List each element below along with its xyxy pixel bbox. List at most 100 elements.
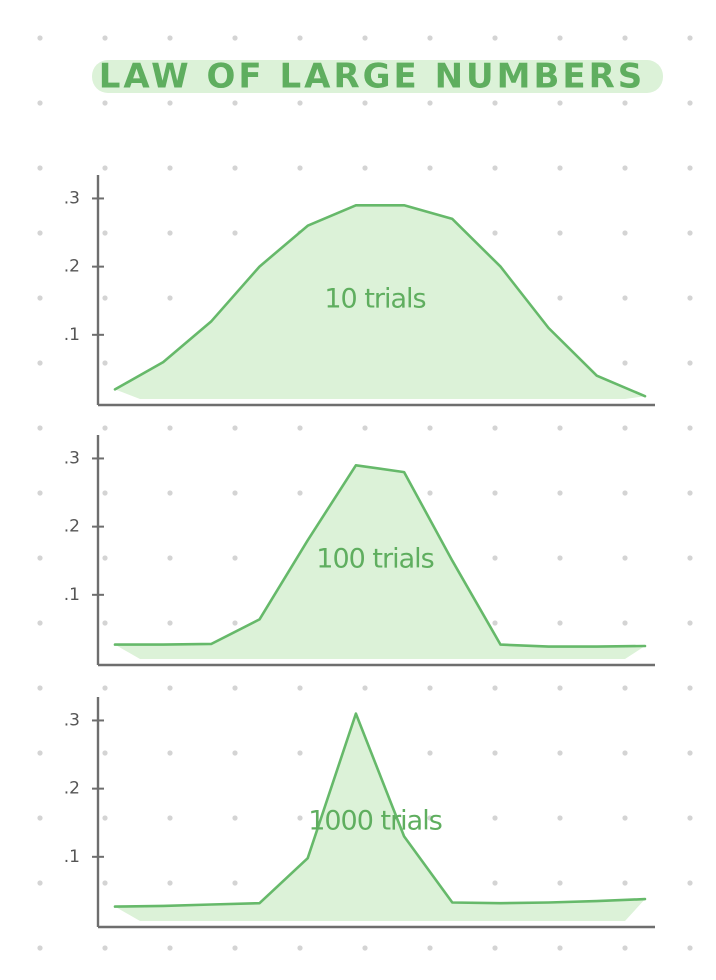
y-tick-label: .1 [64,585,80,605]
dot [622,945,628,951]
y-tick-label: .3 [64,710,80,730]
curve-line [113,204,647,398]
dot [37,360,43,366]
dot [37,230,43,236]
dot [492,100,498,106]
dot [492,490,498,496]
dot [37,295,43,301]
dot [102,360,108,366]
dot [232,815,238,821]
dot [102,100,108,106]
dot [687,230,693,236]
dot [167,490,173,496]
dot [362,685,368,691]
dot [167,230,173,236]
dot [557,490,563,496]
dot [492,555,498,561]
dot [622,100,628,106]
dot [167,750,173,756]
dot [102,555,108,561]
dot [102,230,108,236]
dot [622,750,628,756]
dot [232,165,238,171]
dot [232,490,238,496]
dot [37,880,43,886]
dot [102,35,108,41]
dot [297,165,303,171]
dot [167,35,173,41]
dot [492,750,498,756]
dot [232,945,238,951]
dot [622,815,628,821]
area-fill [115,465,645,659]
dot [362,35,368,41]
dot [557,620,563,626]
dot [167,100,173,106]
dot [622,685,628,691]
dot [557,230,563,236]
dot [362,425,368,431]
dot [297,685,303,691]
dot [37,425,43,431]
y-tick-label: .2 [64,779,80,799]
dot [622,490,628,496]
dot [102,880,108,886]
dot [297,490,303,496]
y-tick-label: .2 [64,517,80,537]
dot [557,750,563,756]
dot [37,945,43,951]
dot [427,815,433,821]
dot [557,295,563,301]
dot [37,35,43,41]
dot [102,685,108,691]
dot [427,945,433,951]
y-tick-label: .1 [64,325,80,345]
dot [492,815,498,821]
y-tick-label: .2 [64,257,80,277]
dot [167,945,173,951]
dot [687,165,693,171]
dot [362,945,368,951]
dot [687,425,693,431]
dot [492,945,498,951]
dot [427,425,433,431]
dot [297,35,303,41]
dot [622,295,628,301]
dot [102,945,108,951]
dot [557,555,563,561]
dot [492,620,498,626]
dot [232,555,238,561]
dot [687,295,693,301]
dot [557,165,563,171]
dot [687,620,693,626]
dot [622,360,628,366]
dot [492,230,498,236]
dot [427,35,433,41]
dot [232,685,238,691]
dot [297,945,303,951]
dot [427,685,433,691]
dot [232,35,238,41]
dot [297,425,303,431]
dot [167,295,173,301]
dot [167,425,173,431]
dot [37,555,43,561]
dot [492,425,498,431]
dot [687,945,693,951]
dot [557,35,563,41]
dot [687,880,693,886]
dot [167,165,173,171]
annotation: 1000 trials [308,806,442,837]
dot [687,750,693,756]
y-tick-label: .3 [64,448,80,468]
dot [232,230,238,236]
dot [102,620,108,626]
dot [557,815,563,821]
dot [102,815,108,821]
dot [687,35,693,41]
dot [167,555,173,561]
dot [557,100,563,106]
dot [167,880,173,886]
dot [622,620,628,626]
